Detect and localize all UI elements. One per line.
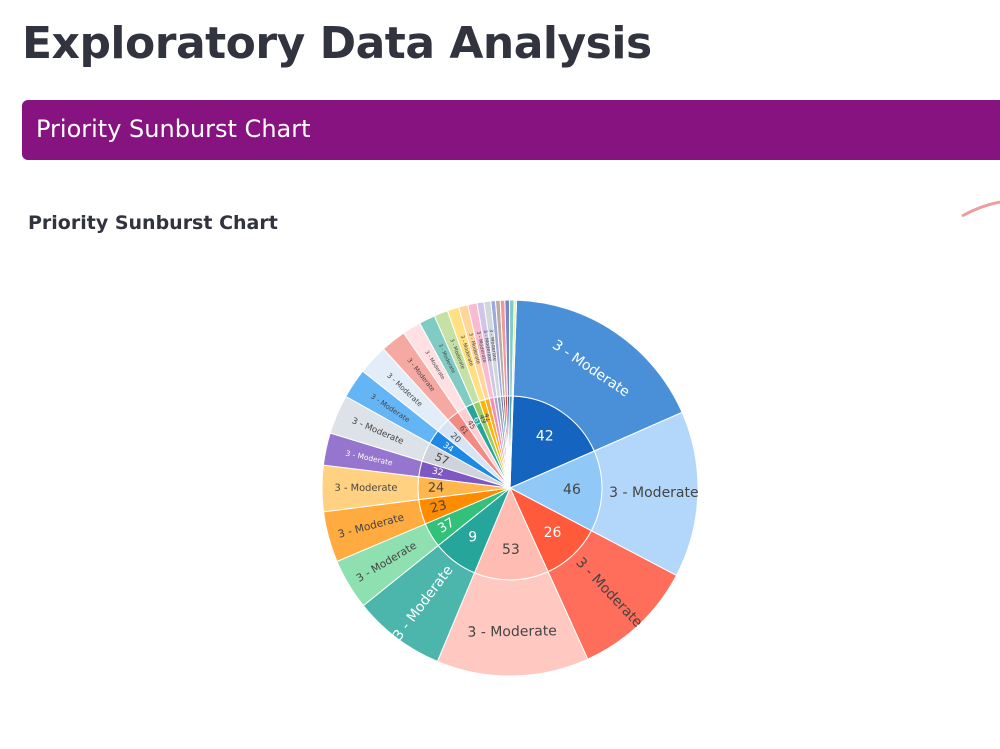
sunburst-inner-label: 23 xyxy=(429,498,449,517)
sunburst-inner-label: 37 xyxy=(436,515,458,536)
sunburst-inner-label: 41 xyxy=(482,412,492,423)
sunburst-inner-label: 53 xyxy=(502,542,520,558)
sunburst-outer-label: 3 - Moderate xyxy=(609,485,698,501)
sunburst-outer-label: 3 - Moderate xyxy=(482,330,493,362)
decorative-stroke xyxy=(961,200,1000,218)
sunburst-inner-label: 46 xyxy=(563,482,581,498)
sunburst-outer-label: 3 - Moderate xyxy=(488,329,498,361)
sunburst-inner-label: 61 xyxy=(458,424,471,437)
section-banner-title: Priority Sunburst Chart xyxy=(36,115,311,143)
sunburst-outer-segment[interactable] xyxy=(512,299,683,452)
sunburst-outer-label: 3 - Moderate xyxy=(467,623,557,640)
sunburst-outer-label: 3 - Moderate xyxy=(335,483,398,494)
sunburst-outer-segment[interactable] xyxy=(511,299,518,397)
section-banner: Priority Sunburst Chart xyxy=(22,100,1000,160)
sunburst-inner-label: 57 xyxy=(433,450,451,467)
sunburst-inner-label: 49 xyxy=(477,414,488,425)
sunburst-inner-label: 42 xyxy=(536,429,554,445)
page-title: Exploratory Data Analysis xyxy=(22,18,652,69)
chart-heading: Priority Sunburst Chart xyxy=(28,212,278,234)
sunburst-inner-label: 61 xyxy=(472,416,483,428)
sunburst-inner-label: 24 xyxy=(428,481,444,496)
sunburst-inner-label: 9 xyxy=(468,530,477,546)
sunburst-inner-label: 34 xyxy=(441,440,455,454)
sunburst-inner-label: 45 xyxy=(466,419,477,431)
sunburst-inner-label: 26 xyxy=(544,525,562,541)
sunburst-inner-label: 32 xyxy=(431,467,444,479)
